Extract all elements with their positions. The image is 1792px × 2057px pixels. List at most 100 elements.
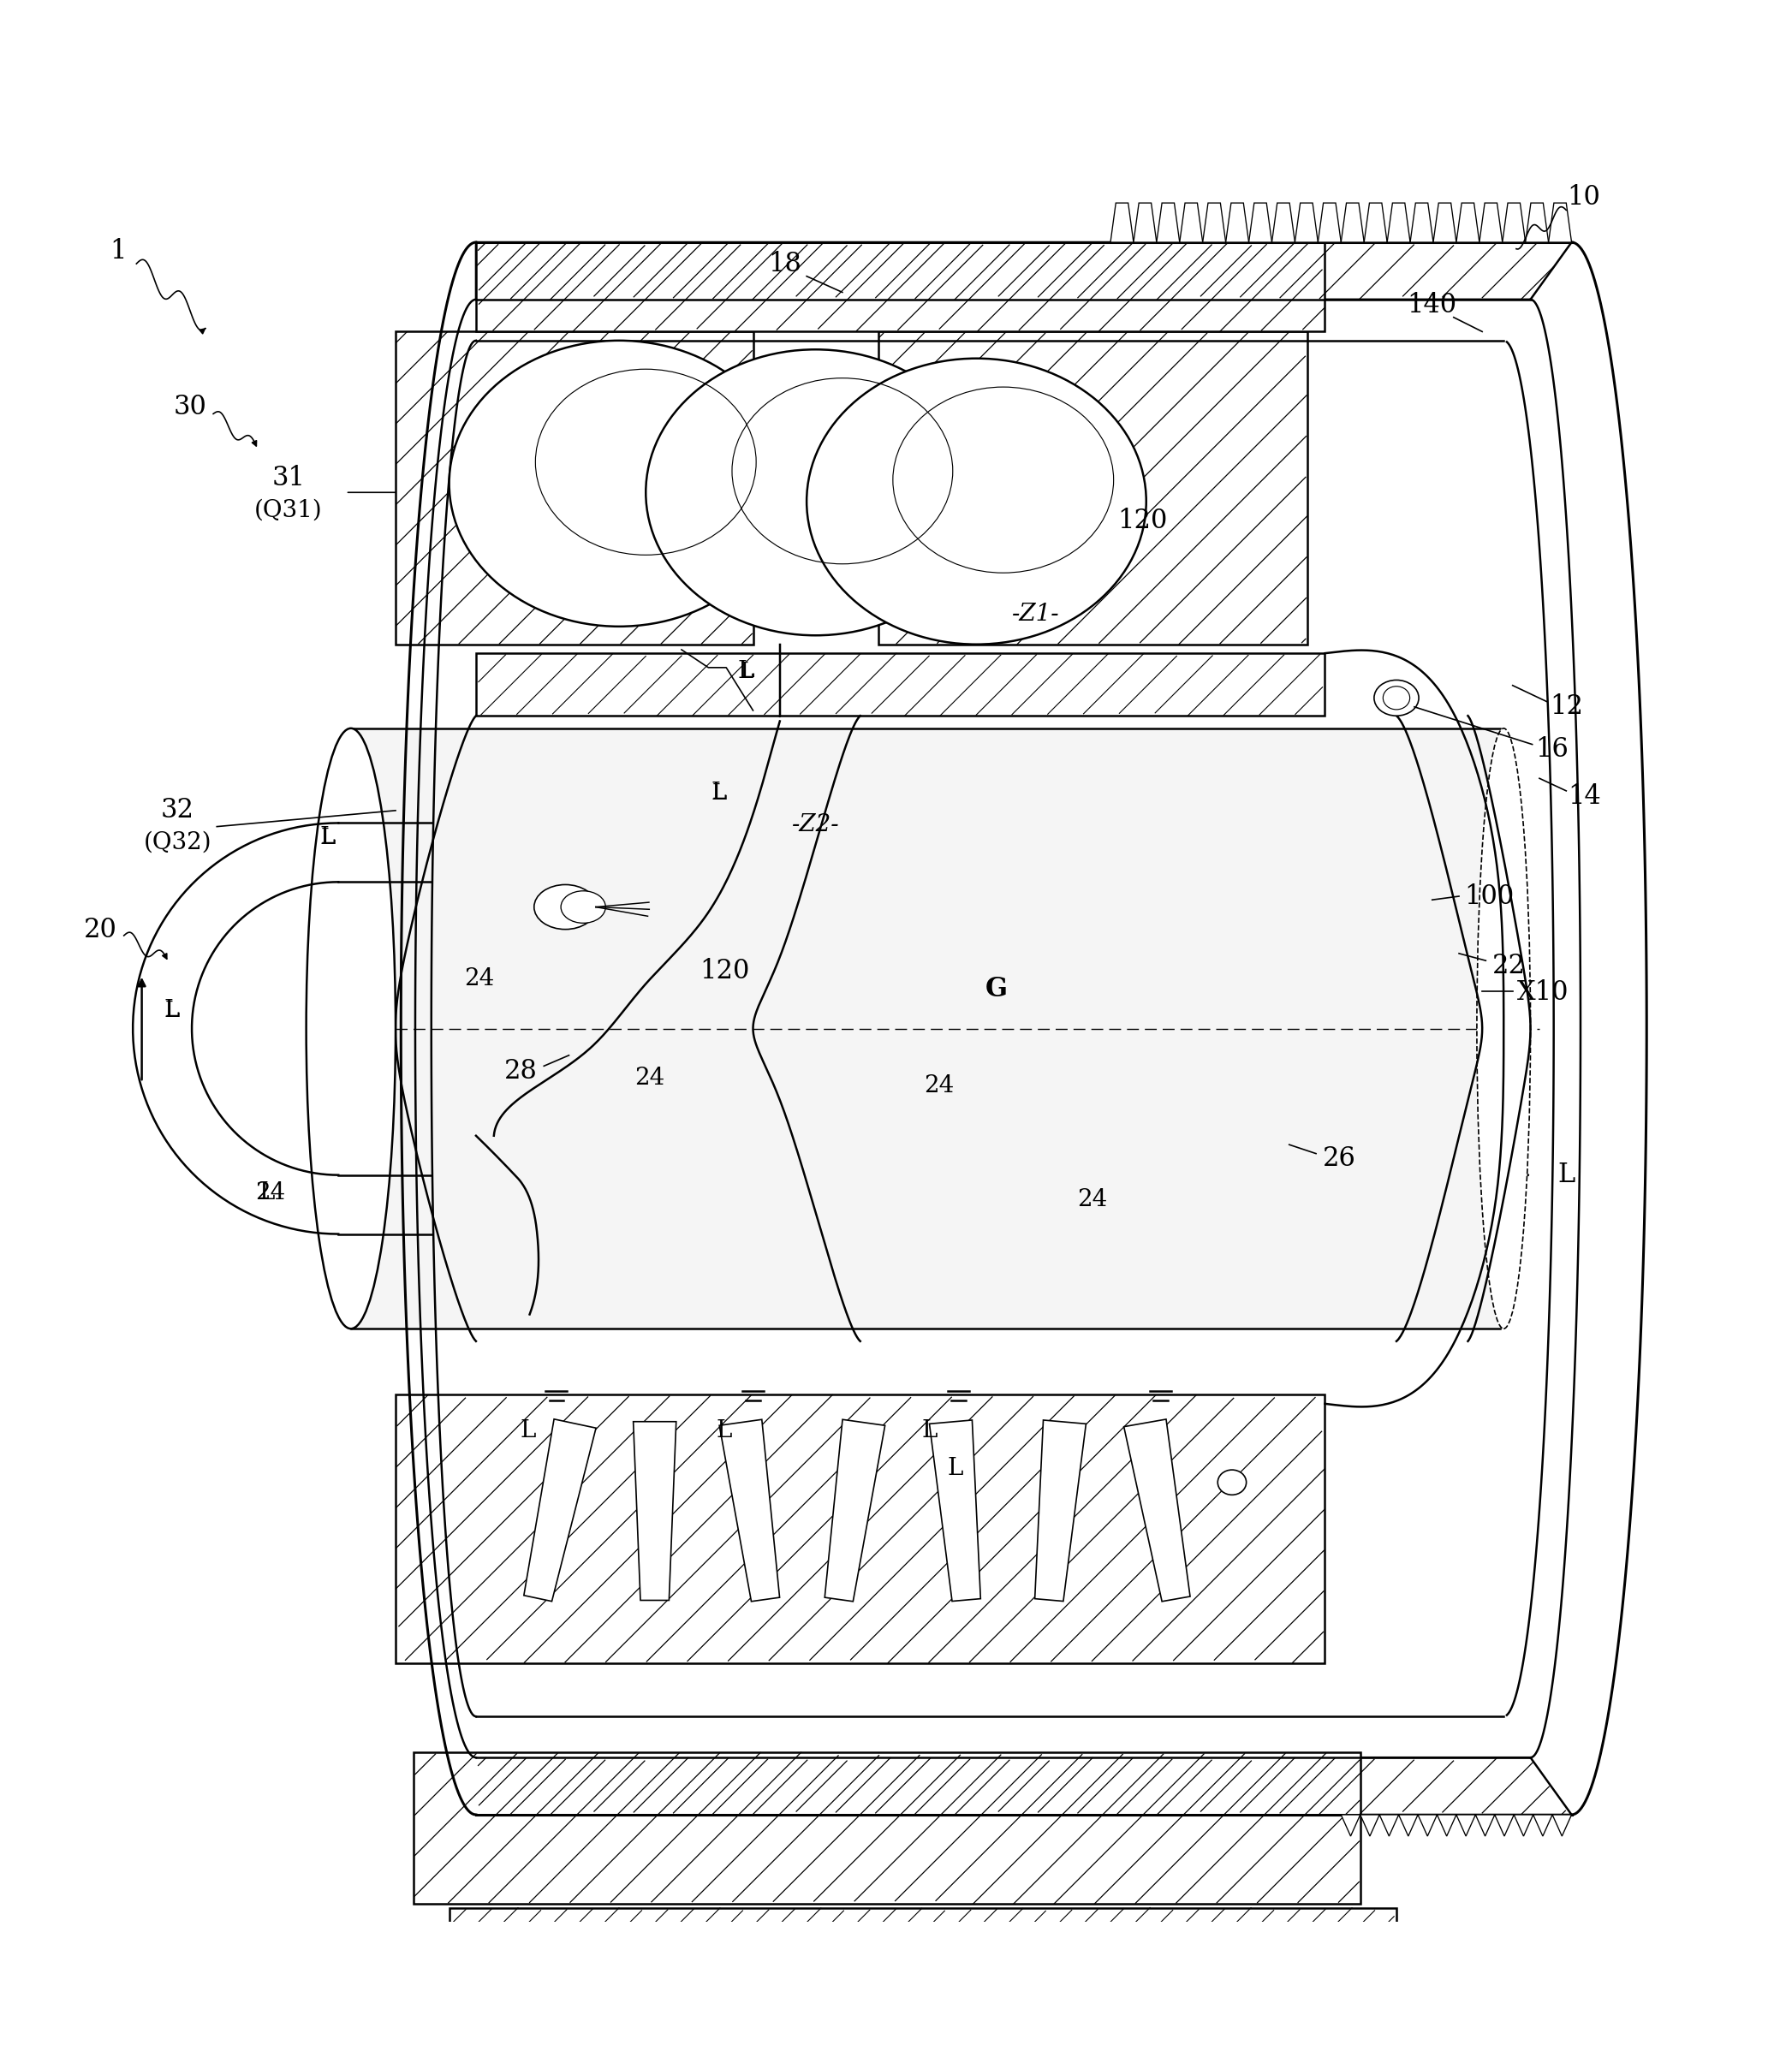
Polygon shape [477,243,1572,300]
Ellipse shape [645,350,986,636]
Ellipse shape [1477,728,1530,1329]
Polygon shape [1387,204,1410,243]
Polygon shape [1288,1958,1330,1975]
Polygon shape [1226,204,1249,243]
Polygon shape [837,1958,878,1975]
Text: 120: 120 [1118,508,1168,535]
Polygon shape [631,1958,672,1975]
Ellipse shape [450,341,788,627]
Text: -Z1-: -Z1- [1012,603,1059,625]
Polygon shape [1360,1814,1380,1837]
Polygon shape [1272,204,1296,243]
Polygon shape [1125,1958,1167,1975]
Polygon shape [351,728,1503,1329]
Polygon shape [1156,204,1179,243]
Polygon shape [1111,204,1134,243]
Text: 14: 14 [1568,784,1600,810]
Text: 10: 10 [1568,185,1600,212]
Text: 32: 32 [161,798,194,823]
Text: X10: X10 [1518,979,1568,1006]
Polygon shape [1548,204,1572,243]
Polygon shape [414,1753,1360,1905]
Polygon shape [1330,1958,1371,1975]
Text: L: L [319,825,335,850]
Polygon shape [523,1419,597,1600]
Polygon shape [468,1958,509,1975]
Text: L: L [740,660,754,681]
Polygon shape [919,1958,961,1975]
Polygon shape [590,1958,631,1975]
Polygon shape [1296,204,1317,243]
Polygon shape [1525,204,1548,243]
Ellipse shape [1219,1471,1245,1495]
Text: L: L [738,660,754,683]
Ellipse shape [561,891,606,924]
Text: 24: 24 [1077,1189,1107,1212]
Text: 1: 1 [109,239,127,265]
Text: 26: 26 [1322,1146,1357,1172]
Polygon shape [1134,204,1156,243]
Text: 31: 31 [272,465,305,492]
Ellipse shape [534,885,597,930]
Polygon shape [1249,204,1272,243]
Polygon shape [1434,204,1457,243]
Polygon shape [824,1419,885,1602]
Text: 24: 24 [634,1068,665,1090]
Polygon shape [796,1958,837,1975]
Polygon shape [1317,204,1340,243]
Text: 24: 24 [464,967,495,989]
Polygon shape [477,1757,1572,1814]
Ellipse shape [1374,681,1419,716]
Polygon shape [477,243,1324,331]
Text: 24: 24 [925,1074,953,1096]
Polygon shape [1410,204,1434,243]
Polygon shape [1167,1958,1208,1975]
Text: 140: 140 [1407,292,1457,319]
Text: 16: 16 [1536,736,1568,763]
Polygon shape [1417,1814,1437,1837]
Text: L: L [923,1419,937,1442]
Polygon shape [878,331,1306,644]
Ellipse shape [806,358,1147,644]
Text: L: L [165,1000,179,1022]
Polygon shape [1514,1814,1534,1837]
Polygon shape [509,1958,550,1975]
Polygon shape [1380,1814,1400,1837]
Polygon shape [477,654,1324,716]
Polygon shape [1552,1814,1572,1837]
Polygon shape [1043,1958,1084,1975]
Polygon shape [450,1907,1396,1958]
Polygon shape [550,1958,590,1975]
Polygon shape [1534,1814,1552,1837]
Text: 12: 12 [1550,693,1582,720]
Polygon shape [1208,1958,1247,1975]
Text: 120: 120 [699,959,749,985]
Polygon shape [672,1958,713,1975]
Text: L: L [711,784,726,802]
Polygon shape [719,1419,780,1602]
Text: 100: 100 [1464,882,1514,909]
Text: L: L [948,1456,962,1479]
Text: 18: 18 [769,251,801,278]
Text: L: L [711,782,728,804]
Polygon shape [961,1958,1002,1975]
Text: 22: 22 [1493,952,1525,979]
Ellipse shape [306,728,396,1329]
Polygon shape [878,1958,919,1975]
Text: -Z2-: -Z2- [792,813,839,837]
Polygon shape [930,1419,980,1600]
Text: L: L [520,1419,536,1442]
Polygon shape [1124,1419,1190,1602]
Polygon shape [1457,1814,1475,1837]
Polygon shape [1437,1814,1457,1837]
Text: 20: 20 [84,917,116,944]
Polygon shape [1247,1958,1288,1975]
Polygon shape [1179,204,1202,243]
Text: G: G [986,975,1007,1002]
Polygon shape [396,1395,1324,1662]
Polygon shape [754,1958,796,1975]
Text: L: L [1557,1162,1575,1189]
Text: 30: 30 [174,393,206,420]
Polygon shape [1002,1958,1043,1975]
Polygon shape [1495,1814,1514,1837]
